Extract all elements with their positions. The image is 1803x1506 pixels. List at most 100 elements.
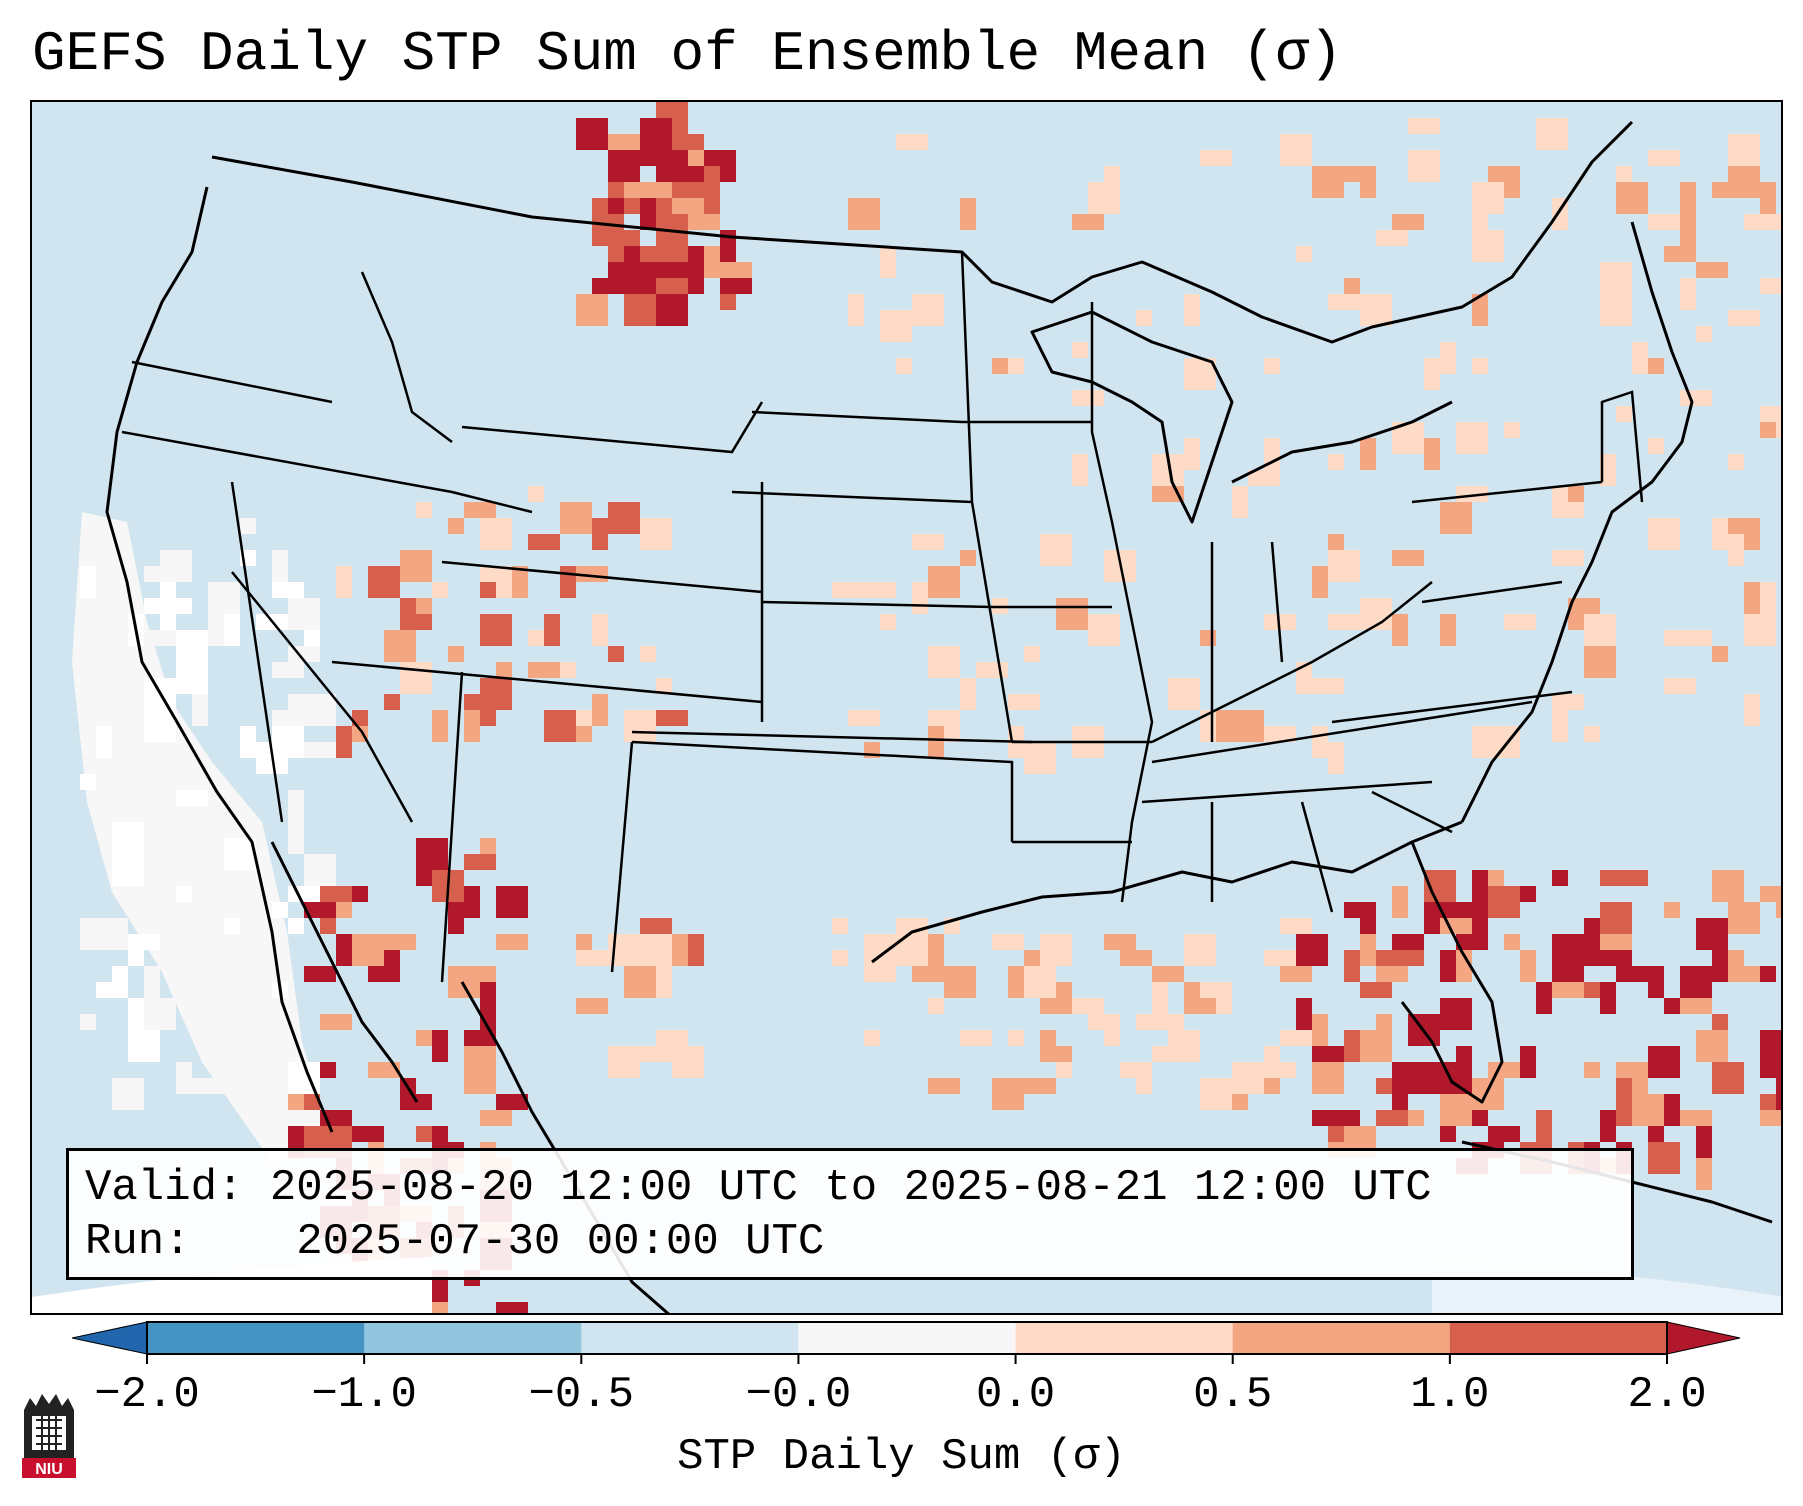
anomaly-cell [464,710,480,742]
anomaly-cell [304,1094,320,1110]
anomaly-cell [416,1126,432,1142]
anomaly-cell [1680,966,1712,998]
anomaly-cell [304,742,336,758]
anomaly-cell [1760,214,1781,230]
anomaly-cell [928,566,960,598]
anomaly-cell [832,950,848,966]
anomaly-cell [1456,934,1488,950]
anomaly-cell [1616,406,1632,422]
ohio-river [1151,581,1433,744]
anomaly-cell [1216,710,1248,742]
ca-nv-diagonal [231,571,414,823]
anomaly-cell [848,198,880,230]
anomaly-cell [304,694,336,726]
anomaly-cell [1040,534,1072,566]
anomaly-cell [1664,678,1696,694]
anomaly-cell [208,582,240,614]
anomaly-cell [1360,166,1376,198]
anomaly-cell [304,630,320,646]
anomaly-cell [848,294,864,326]
anomaly-cell [624,182,640,198]
anomaly-cell [144,710,176,742]
az-nm-border [440,671,464,983]
anomaly-cell [1168,678,1200,710]
valid-run-info-box: Valid: 2025-08-20 12:00 UTC to 2025-08-2… [66,1148,1634,1280]
anomaly-cell [1392,886,1408,918]
anomaly-cell [864,582,896,598]
anomaly-cell [176,886,192,902]
colorbar-over-extension [1666,1321,1741,1355]
anomaly-cell [656,1030,688,1046]
anomaly-cell [512,566,528,598]
anomaly-cell [1664,246,1696,262]
anomaly-cell [96,726,112,758]
anomaly-cell [1696,630,1712,646]
anomaly-cell [1184,374,1216,390]
anomaly-cell [944,966,976,998]
anomaly-cell [1104,934,1136,950]
anomaly-cell [304,902,336,918]
anomaly-cell [1440,614,1456,646]
anomaly-cell [1552,486,1568,518]
ok-tx-border [631,740,1014,842]
colorbar-bin [1232,1322,1451,1354]
anomaly-cell [624,198,640,214]
anomaly-cell [1328,454,1344,470]
anomaly-cell [1312,726,1328,758]
anomaly-cell [1328,550,1360,582]
anomaly-cell [1696,918,1712,934]
anomaly-cell [480,982,496,998]
anomaly-cell [176,678,208,694]
anomaly-cell [176,598,192,614]
anomaly-cell [928,726,944,758]
anomaly-cell [80,566,96,598]
anomaly-cell [1312,1046,1344,1062]
anomaly-cell [1392,214,1424,230]
anomaly-cell [1472,294,1488,326]
map-panel[interactable] [30,100,1783,1315]
anomaly-cell [208,870,224,886]
anomaly-cell [1504,422,1520,438]
anomaly-cell [656,294,688,326]
anomaly-cell [1472,358,1488,374]
anomaly-cell [624,294,656,326]
anomaly-cell [400,598,416,614]
anomaly-cell [608,502,640,534]
anomaly-cell [400,662,432,694]
colorbar-tick-label: 0.0 [975,1370,1056,1420]
anomaly-cell [672,230,688,262]
anomaly-cell [720,294,736,310]
anomaly-cell [1040,934,1072,966]
anomaly-cell [1696,1126,1712,1158]
anomaly-cell [1424,358,1440,390]
anomaly-cell [1616,870,1648,886]
anomaly-cell [1264,358,1280,374]
anomaly-cell [912,294,944,326]
ut-az-border [331,660,763,704]
anomaly-cell [400,550,432,582]
anomaly-cell [592,534,608,550]
gulf-coast [871,820,1463,964]
anomaly-cell [1600,902,1632,934]
anomaly-cell [1760,278,1781,294]
run-label: Run: [85,1217,191,1267]
anomaly-cell [480,582,496,598]
anomaly-cell [1600,982,1616,998]
anomaly-cell [144,598,176,614]
anomaly-cell [1648,966,1664,982]
anomaly-cell [496,934,528,950]
anomaly-cell [1152,1046,1184,1062]
anomaly-cell [1376,1014,1392,1030]
colorbar-frame [146,1321,1668,1355]
anomaly-cell [1312,1110,1344,1126]
east-coast [1460,221,1694,823]
anomaly-cell [1328,742,1344,774]
anomaly-cell [1776,422,1781,438]
anomaly-cell [480,614,512,646]
anomaly-cell [400,1078,416,1110]
anomaly-cell [1440,342,1456,374]
anomaly-cell [976,662,1008,678]
anomaly-cell [592,614,608,646]
florida-coast [1400,841,1504,1104]
tn-south-border [1141,780,1433,804]
